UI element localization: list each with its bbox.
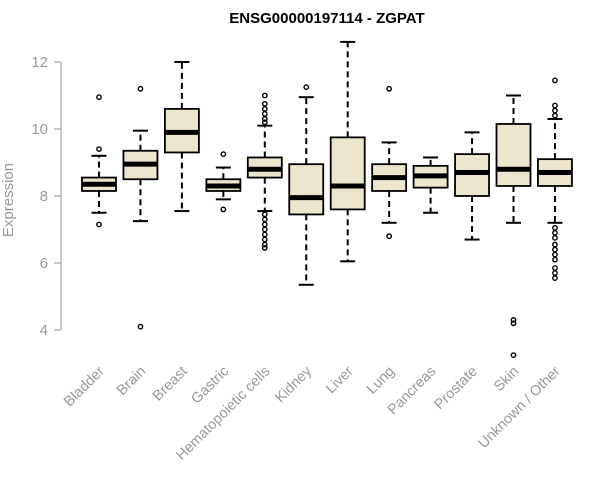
outlier-point: [261, 216, 268, 223]
outlier-point: [552, 275, 558, 281]
y-tick-label: 4: [40, 322, 48, 339]
box-lung: [371, 85, 408, 240]
outlier-point: [552, 256, 558, 263]
box-hematopoietic-cells: [246, 92, 283, 251]
outlier-point: [137, 85, 144, 92]
box-brain: [122, 85, 159, 330]
outlier-point: [261, 100, 268, 107]
outlier-point: [261, 106, 268, 112]
box-gastric: [205, 151, 242, 213]
y-tick-label: 8: [40, 188, 48, 205]
outlier-point: [261, 245, 268, 251]
outlier-point: [552, 107, 558, 114]
outlier-point: [220, 151, 227, 158]
outlier-point: [552, 246, 558, 253]
box-liver: [329, 40, 366, 263]
x-tick-label: Prostate: [431, 364, 480, 413]
box-pancreas: [412, 156, 449, 214]
iqr-box: [329, 136, 366, 211]
chart-title: ENSG00000197114 - ZGPAT: [229, 10, 424, 27]
box-breast: [163, 61, 200, 213]
outlier-point: [552, 229, 558, 236]
outlier-point: [552, 224, 558, 231]
iqr-box: [288, 163, 325, 216]
outlier-point: [552, 234, 558, 241]
box-skin: [495, 94, 532, 359]
x-tick-label: Liver: [323, 363, 357, 397]
outlier-point: [261, 111, 268, 117]
outlier-point: [552, 270, 558, 276]
box-unknown-other: [537, 77, 573, 281]
outlier-point: [303, 84, 310, 91]
outlier-point: [552, 102, 558, 109]
outlier-point: [96, 221, 102, 228]
outlier-point: [510, 320, 517, 327]
iqr-box: [454, 153, 490, 197]
outlier-point: [386, 85, 393, 92]
y-axis-label: Expression: [0, 163, 17, 237]
x-tick-label: Skin: [491, 364, 522, 395]
outlier-point: [261, 92, 268, 99]
outlier-point: [261, 231, 268, 238]
outlier-point: [96, 94, 102, 101]
iqr-box: [495, 123, 532, 187]
outlier-point: [552, 241, 558, 248]
outlier-point: [261, 211, 268, 218]
y-tick-label: 6: [40, 255, 48, 272]
outlier-point: [261, 116, 268, 122]
outlier-point: [552, 265, 558, 271]
x-tick-label: Kidney: [272, 363, 315, 406]
outlier-point: [137, 323, 144, 330]
outlier-point: [386, 233, 393, 240]
x-tick-label: Lung: [364, 364, 398, 398]
y-tick-label: 10: [31, 121, 48, 138]
outlier-point: [261, 236, 268, 243]
outlier-point: [96, 146, 102, 153]
outlier-point: [510, 352, 517, 359]
x-tick-label: Brain: [114, 364, 149, 399]
outlier-point: [510, 317, 517, 323]
x-tick-label: Bladder: [61, 363, 108, 410]
outlier-point: [552, 77, 558, 84]
outlier-point: [261, 119, 268, 126]
outlier-point: [261, 221, 268, 228]
box-bladder: [81, 94, 117, 228]
outlier-point: [261, 226, 268, 233]
y-axis-ticks: 4 6 8 10 12: [31, 54, 61, 339]
outlier-point: [552, 112, 558, 119]
boxes-group: [81, 40, 573, 359]
outlier-point: [552, 251, 558, 258]
y-tick-label: 12: [31, 54, 48, 71]
box-prostate: [454, 131, 490, 241]
outlier-point: [220, 206, 227, 213]
box-kidney: [288, 84, 325, 286]
x-tick-label: Breast: [150, 364, 191, 405]
outlier-point: [261, 241, 268, 248]
